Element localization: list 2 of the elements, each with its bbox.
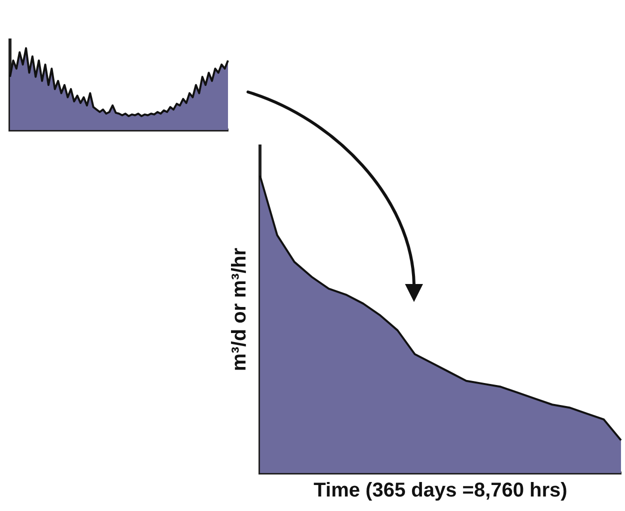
x-axis-title: Time (365 days =8,760 hrs) <box>314 480 568 502</box>
y-axis-title: m³/d or m³/hr <box>228 248 251 372</box>
